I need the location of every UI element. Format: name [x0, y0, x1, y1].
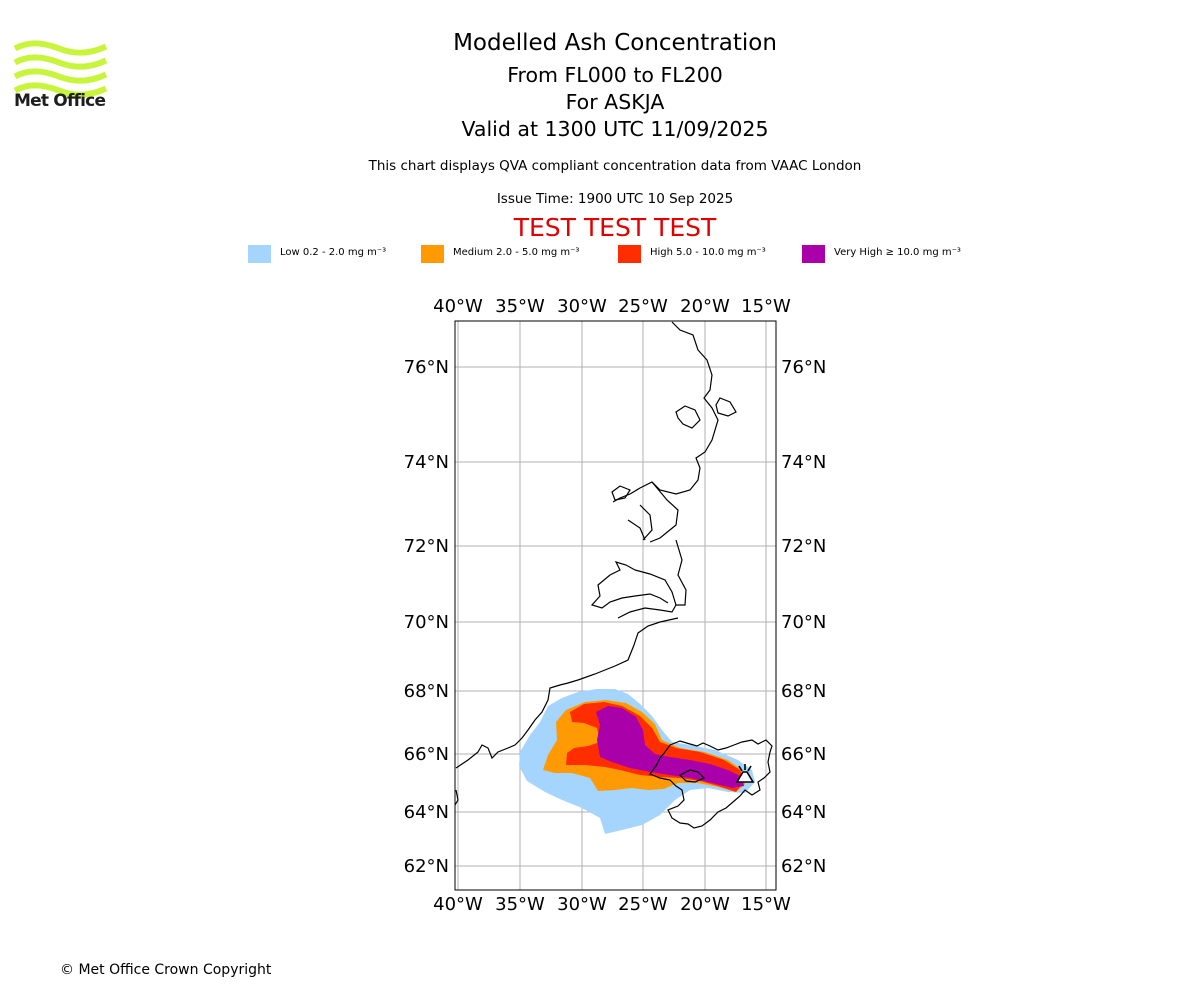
legend-label-medium: Medium 2.0 - 5.0 mg m⁻³: [453, 247, 580, 258]
valid-time: Valid at 1300 UTC 11/09/2025: [461, 117, 769, 141]
coastlines: [455, 321, 773, 829]
lat-label-right: 66°N: [781, 744, 826, 765]
legend-swatch-low: [248, 245, 271, 263]
lat-label-right: 70°N: [781, 612, 826, 633]
volcano-icon: [735, 764, 755, 783]
ash-contours: [519, 689, 755, 834]
lon-label-bottom: 40°W: [433, 894, 483, 915]
lon-label-bottom: 30°W: [557, 894, 607, 915]
lon-label-top: 15°W: [741, 296, 791, 317]
chart-title: Modelled Ash Concentration: [453, 30, 777, 56]
lon-label-top: 20°W: [680, 296, 730, 317]
flight-levels: From FL000 to FL200: [507, 63, 723, 87]
lat-label-left: 72°N: [404, 536, 449, 557]
map-frame: [454, 320, 777, 891]
legend-swatch-very-high: [802, 245, 825, 263]
lat-label-left: 74°N: [404, 452, 449, 473]
lat-label-left: 62°N: [404, 856, 449, 877]
met-office-logo: [14, 40, 108, 98]
lat-label-left: 66°N: [404, 744, 449, 765]
legend-label-low: Low 0.2 - 2.0 mg m⁻³: [280, 247, 387, 258]
issue-time: Issue Time: 1900 UTC 10 Sep 2025: [496, 191, 734, 207]
lon-label-top: 35°W: [495, 296, 545, 317]
legend-swatch-high: [618, 245, 641, 263]
lon-label-top: 40°W: [433, 296, 483, 317]
lat-label-left: 68°N: [404, 681, 449, 702]
lat-label-right: 62°N: [781, 856, 826, 877]
lon-label-bottom: 20°W: [680, 894, 730, 915]
lat-label-right: 68°N: [781, 681, 826, 702]
volcano-name: For ASKJA: [565, 90, 665, 114]
legend-label-very-high: Very High ≥ 10.0 mg m⁻³: [834, 247, 961, 258]
ash-very-high-region: [596, 706, 744, 788]
lon-label-top: 25°W: [618, 296, 668, 317]
lon-label-bottom: 15°W: [741, 894, 791, 915]
lat-label-left: 70°N: [404, 612, 449, 633]
copyright-notice: © Met Office Crown Copyright: [60, 962, 272, 978]
lon-label-bottom: 35°W: [495, 894, 545, 915]
lat-label-right: 74°N: [781, 452, 826, 473]
lat-label-left: 76°N: [404, 357, 449, 378]
lat-label-right: 76°N: [781, 357, 826, 378]
test-banner: TEST TEST TEST: [513, 213, 717, 242]
legend-label-high: High 5.0 - 10.0 mg m⁻³: [650, 247, 766, 258]
lon-label-bottom: 25°W: [618, 894, 668, 915]
lat-label-left: 64°N: [404, 802, 449, 823]
lon-label-top: 30°W: [557, 296, 607, 317]
qva-note: This chart displays QVA compliant concen…: [368, 158, 862, 174]
axis-labels: 40°W 35°W 30°W 25°W 20°W 15°W 40°W 35°W …: [404, 296, 827, 915]
lat-label-right: 64°N: [781, 802, 826, 823]
legend-swatch-medium: [421, 245, 444, 263]
lat-label-right: 72°N: [781, 536, 826, 557]
logo-wordmark: Met Office: [14, 91, 106, 111]
